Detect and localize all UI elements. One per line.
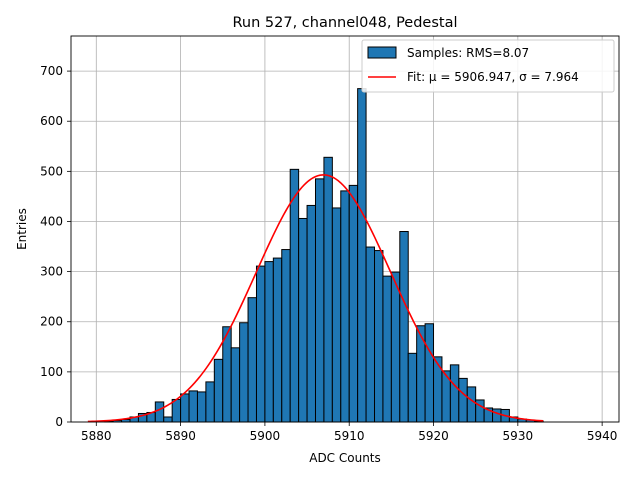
histogram-bar xyxy=(466,386,477,423)
legend-label-fit: Fit: μ = 5906.947, σ = 7.964 xyxy=(407,70,579,84)
y-tick-label: 500 xyxy=(40,164,63,178)
y-tick-label: 700 xyxy=(40,64,63,78)
grid-lines xyxy=(71,36,619,423)
histogram-bar xyxy=(365,246,376,423)
histogram-bar xyxy=(255,265,266,423)
histogram-bar xyxy=(340,190,350,423)
x-axis-label: ADC Counts xyxy=(309,451,381,465)
histogram-bar xyxy=(382,275,392,423)
y-tick-label: 300 xyxy=(40,265,63,279)
chart-title: Run 527, channel048, Pedestal xyxy=(232,15,457,31)
gaussian-fit-curve xyxy=(87,174,544,423)
histogram-bar xyxy=(399,231,409,423)
histogram-bar xyxy=(306,204,316,423)
histogram-bar xyxy=(163,416,173,423)
histogram-bar xyxy=(492,408,502,423)
x-tick-label: 5920 xyxy=(418,429,449,443)
legend-box xyxy=(361,39,615,93)
legend-swatch-samples xyxy=(367,46,397,59)
histogram-bar xyxy=(196,391,207,423)
histogram-bars xyxy=(104,88,544,423)
histogram-bar xyxy=(205,381,215,423)
x-tick-label: 5890 xyxy=(165,429,196,443)
y-tick-label: 200 xyxy=(40,315,63,329)
histogram-bar xyxy=(357,88,367,423)
histogram-bar xyxy=(407,352,418,423)
histogram-bar xyxy=(171,398,182,423)
histogram-bar xyxy=(449,364,460,423)
histogram-bar xyxy=(230,347,241,423)
x-tick-label: 5880 xyxy=(81,429,112,443)
histogram-bar xyxy=(323,156,333,423)
y-tick-label: 0 xyxy=(55,415,63,429)
plot-frame xyxy=(70,35,620,423)
histogram-bar xyxy=(433,356,443,423)
y-tick-label: 100 xyxy=(40,365,63,379)
histogram-bar xyxy=(348,184,359,423)
histogram-bar xyxy=(458,377,468,423)
histogram-bar xyxy=(374,250,384,423)
y-axis-label: Entries xyxy=(15,208,29,250)
histogram-bar xyxy=(390,271,401,423)
x-axis-ticks: 5880 5890 5900 5910 5920 5930 5940 xyxy=(81,422,617,443)
x-tick-label: 5910 xyxy=(334,429,365,443)
histogram-bar xyxy=(281,249,291,423)
histogram-bar xyxy=(314,178,325,423)
x-tick-label: 5900 xyxy=(250,429,281,443)
histogram-bar xyxy=(289,168,300,423)
y-tick-label: 600 xyxy=(40,114,63,128)
legend-label-samples: Samples: RMS=8.07 xyxy=(407,46,529,60)
histogram-bar xyxy=(188,390,198,423)
histogram-bar xyxy=(424,323,435,423)
histogram-bar xyxy=(272,257,283,423)
x-tick-label: 5930 xyxy=(503,429,534,443)
y-axis-ticks: 0 100 200 300 400 500 600 700 xyxy=(40,64,71,429)
histogram-bar xyxy=(213,358,224,423)
histogram-bar xyxy=(298,217,308,423)
legend: Samples: RMS=8.07 Fit: μ = 5906.947, σ =… xyxy=(361,39,615,93)
y-tick-label: 400 xyxy=(40,214,63,228)
histogram-bar xyxy=(264,261,274,423)
histogram-bar xyxy=(331,207,342,423)
histogram-bar xyxy=(247,297,257,423)
histogram-bar xyxy=(239,322,249,423)
histogram-bar xyxy=(180,393,190,423)
histogram-bar xyxy=(154,401,165,423)
x-tick-label: 5940 xyxy=(587,429,618,443)
